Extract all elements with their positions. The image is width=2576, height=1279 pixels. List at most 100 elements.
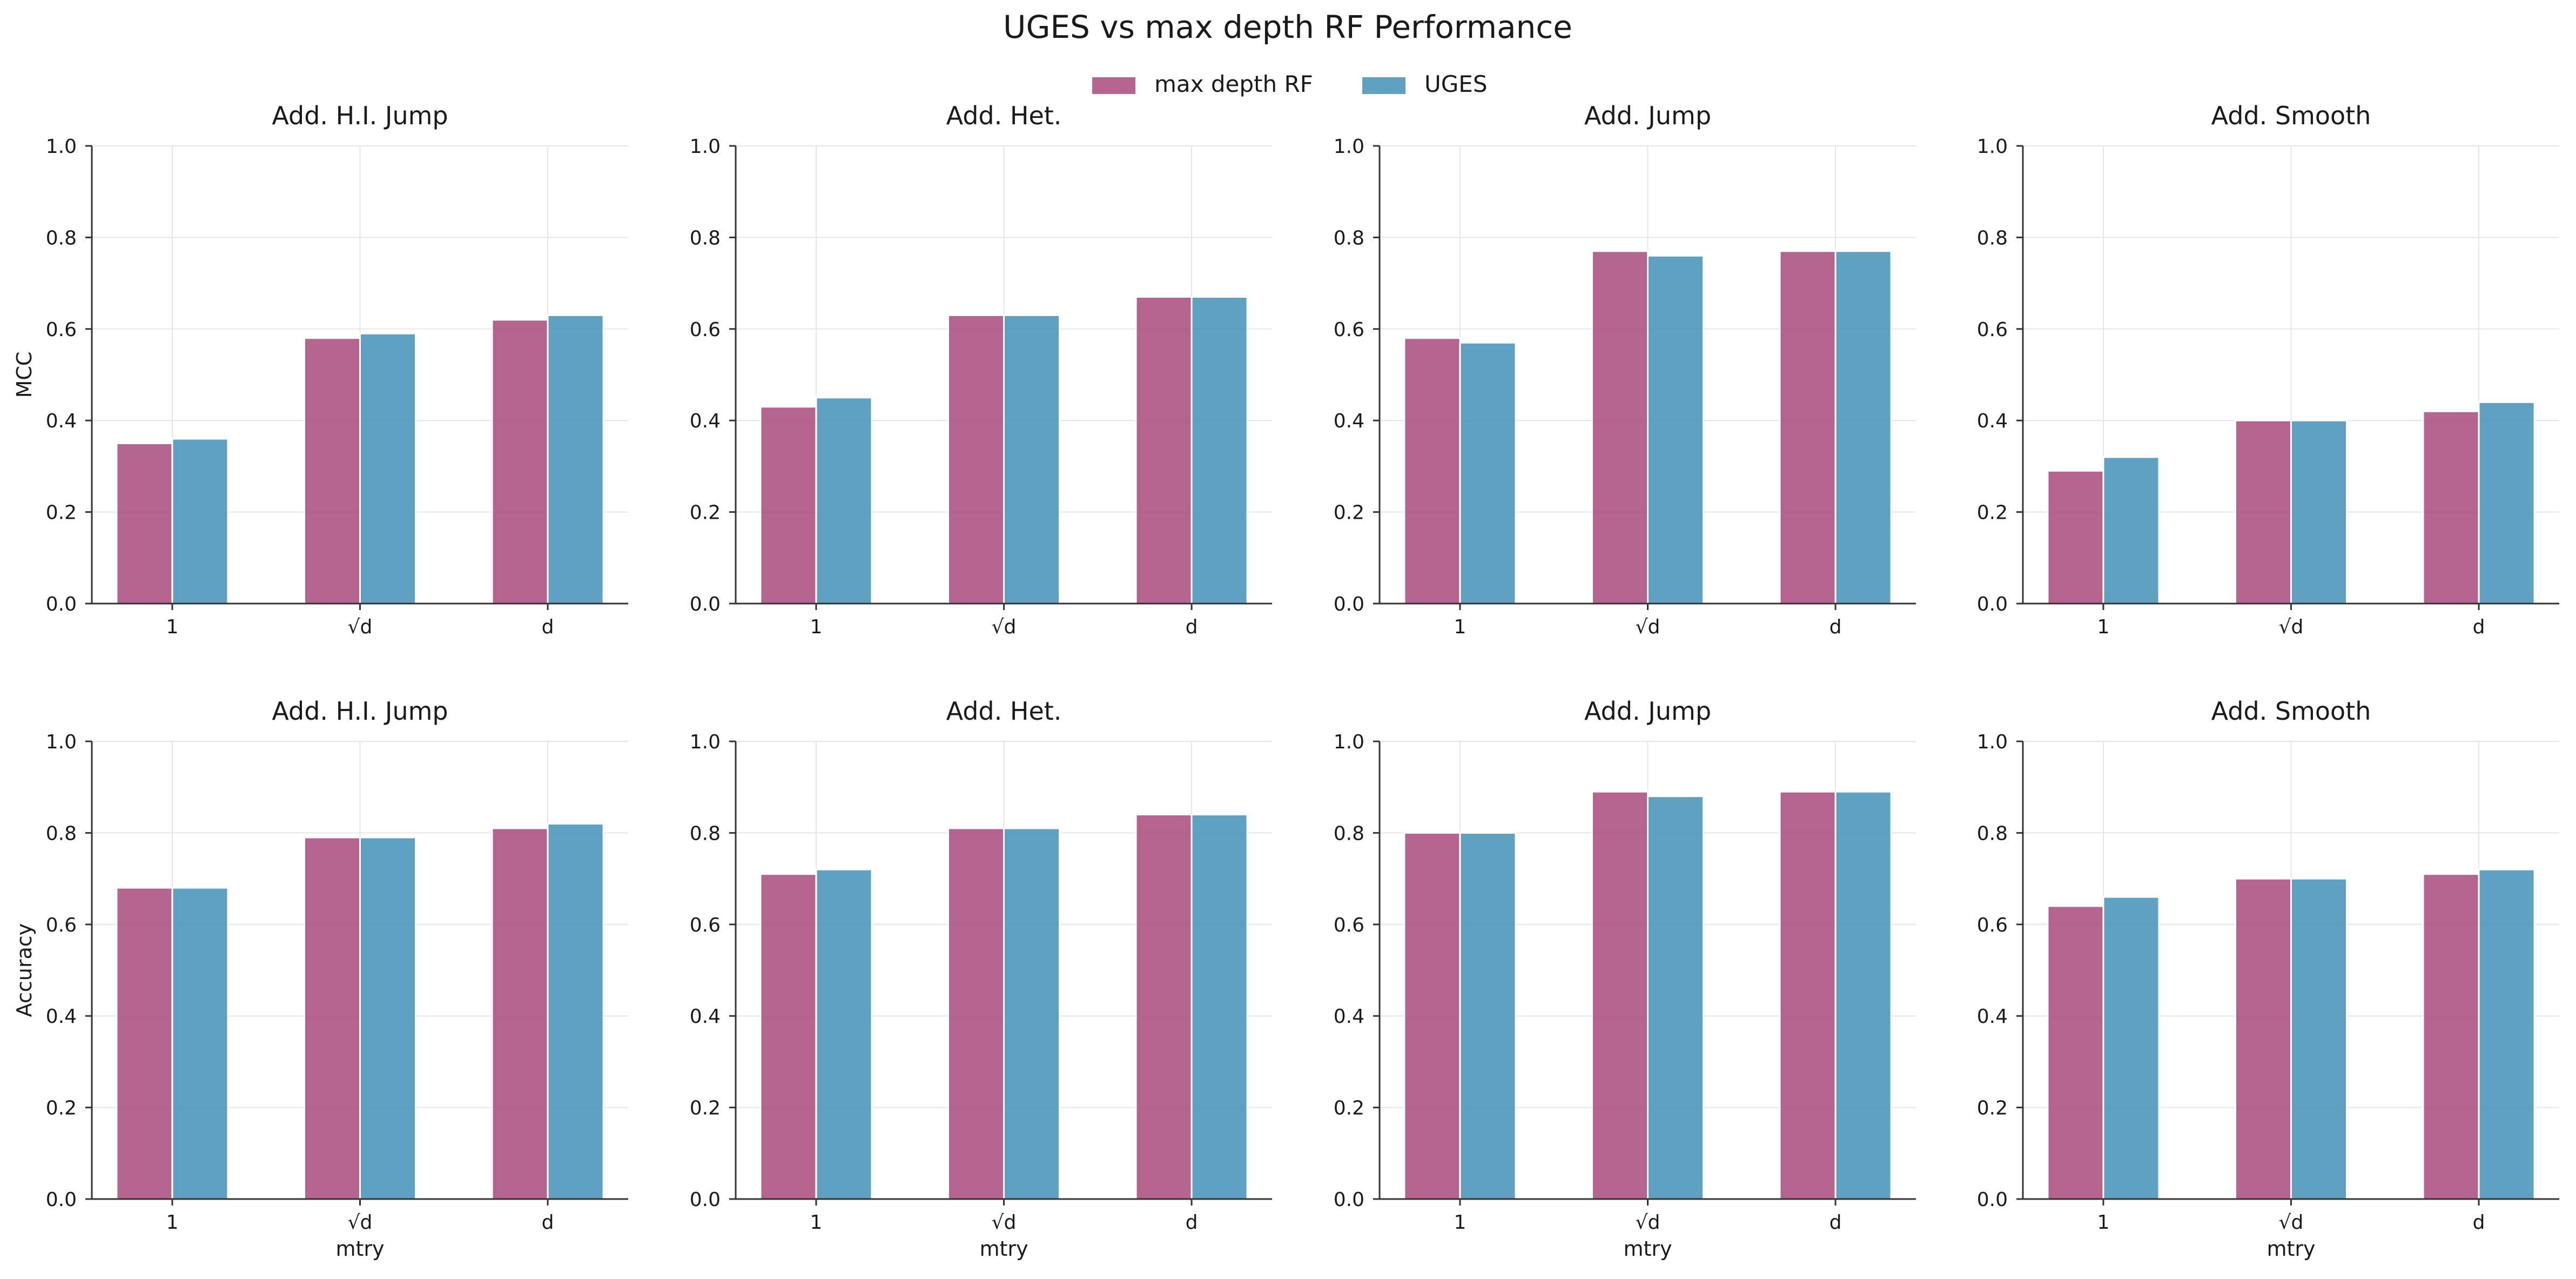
x-tick-label: √d	[2279, 616, 2304, 638]
y-tick-label: 0.4	[1977, 410, 2008, 432]
legend-item-1: UGES	[1362, 71, 1487, 97]
y-tick-label: 1.0	[1334, 731, 1364, 753]
x-tick-label: d	[1186, 1211, 1198, 1234]
bar-uges-0	[2102, 456, 2160, 605]
bar-max-depth-rf-1	[1591, 250, 1649, 605]
panel-title: Add. Jump	[1584, 101, 1711, 130]
y-tick-label: 0.8	[46, 227, 77, 249]
bar-max-depth-rf-2	[1779, 791, 1837, 1200]
bar-uges-0	[815, 397, 873, 605]
bar-uges-1	[1647, 255, 1704, 605]
y-tick-label: 1.0	[690, 731, 721, 753]
y-tick-label: 1.0	[1977, 731, 2008, 753]
legend-label-1: UGES	[1424, 71, 1487, 97]
x-axis-label: mtry	[2266, 1237, 2315, 1261]
x-tick-label: 1	[810, 616, 822, 638]
x-tick-label: √d	[348, 1211, 373, 1234]
y-axis-label: MCC	[12, 352, 36, 398]
panel-title: Add. Het.	[946, 697, 1062, 726]
y-tick-label: 0.0	[46, 593, 77, 615]
y-tick-label: 0.4	[46, 410, 77, 432]
bar-max-depth-rf-0	[2047, 470, 2104, 605]
panel-0: Add. H.I. Jump 0.0 0.2 0.4 0.6 0.8 1.0 1 √d d MCC	[12, 101, 628, 638]
x-tick-label: √d	[2279, 1211, 2304, 1234]
bar-max-depth-rf-1	[947, 827, 1005, 1200]
x-axis-label: mtry	[979, 1237, 1028, 1261]
x-tick-label: √d	[348, 616, 373, 638]
y-tick-label: 1.0	[1977, 136, 2008, 158]
y-tick-label: 1.0	[690, 136, 721, 158]
bar-max-depth-rf-2	[2422, 410, 2480, 605]
bar-uges-1	[1003, 314, 1060, 605]
x-tick-label: d	[542, 1211, 554, 1234]
x-tick-label: 1	[2097, 616, 2109, 638]
bar-max-depth-rf-1	[2235, 419, 2292, 605]
bar-max-depth-rf-0	[1403, 832, 1461, 1200]
y-tick-label: 1.0	[46, 731, 77, 753]
figure-title: UGES vs max depth RF Performance	[1003, 9, 1572, 45]
bar-uges-2	[1834, 250, 1892, 605]
y-axis-label: Accuracy	[12, 923, 36, 1017]
x-tick-label: √d	[1636, 616, 1660, 638]
legend-label-0: max depth RF	[1154, 71, 1313, 97]
x-tick-label: d	[1186, 616, 1198, 638]
x-tick-label: d	[542, 616, 554, 638]
y-tick-label: 0.6	[46, 914, 77, 936]
y-tick-label: 0.0	[1334, 1189, 1364, 1211]
bar-max-depth-rf-0	[116, 887, 173, 1200]
x-tick-label: 1	[1454, 1211, 1466, 1234]
bar-max-depth-rf-2	[491, 319, 549, 605]
bar-max-depth-rf-2	[2422, 873, 2480, 1200]
x-tick-label: d	[2473, 616, 2485, 638]
y-tick-label: 0.6	[1334, 914, 1364, 936]
y-tick-label: 0.2	[1977, 1097, 2008, 1120]
y-tick-label: 0.2	[690, 502, 721, 524]
bar-uges-1	[359, 332, 416, 605]
panel-4: Add. H.I. Jump 0.0 0.2 0.4 0.6 0.8 1.0 1 √d d Accu…	[12, 697, 628, 1261]
x-tick-label: 1	[2097, 1211, 2109, 1234]
y-tick-label: 1.0	[1334, 136, 1364, 158]
x-axis-label: mtry	[335, 1237, 384, 1261]
y-tick-label: 0.6	[1977, 914, 2008, 936]
panel-7: Add. Smooth 0.0 0.2 0.4 0.6 0.8 1.0 1 √d d mtry	[1977, 697, 2559, 1261]
bar-max-depth-rf-1	[304, 836, 361, 1200]
y-tick-label: 0.4	[1977, 1006, 2008, 1028]
bar-max-depth-rf-0	[1403, 337, 1461, 605]
y-tick-label: 0.2	[1334, 502, 1364, 524]
x-tick-label: d	[1830, 1211, 1842, 1234]
y-tick-label: 0.6	[46, 319, 77, 341]
y-tick-label: 0.2	[690, 1097, 721, 1120]
bar-uges-0	[171, 438, 229, 605]
y-tick-label: 0.4	[1334, 410, 1364, 432]
y-tick-label: 0.2	[46, 502, 77, 524]
y-tick-label: 0.0	[690, 1189, 721, 1211]
bar-uges-1	[1003, 827, 1060, 1200]
bar-uges-2	[547, 314, 604, 605]
legend: max depth RF UGES	[1092, 71, 1487, 97]
x-axis-label: mtry	[1623, 1237, 1672, 1261]
y-tick-label: 0.2	[46, 1097, 77, 1120]
bar-uges-2	[2478, 401, 2535, 605]
y-tick-label: 0.4	[690, 410, 721, 432]
bar-max-depth-rf-2	[1135, 296, 1193, 605]
bar-uges-1	[1647, 795, 1704, 1200]
panel-2: Add. Jump 0.0 0.2 0.4 0.6 0.8 1.0 1 √d d	[1334, 101, 1916, 638]
bar-uges-0	[2102, 896, 2160, 1200]
y-tick-label: 0.4	[1334, 1006, 1364, 1028]
bar-uges-1	[359, 836, 416, 1200]
x-tick-label: √d	[1636, 1211, 1660, 1234]
x-tick-label: √d	[992, 1211, 1017, 1234]
bar-uges-2	[547, 822, 604, 1200]
x-tick-label: 1	[166, 1211, 178, 1234]
legend-swatch-0	[1092, 77, 1135, 94]
y-tick-label: 0.8	[690, 227, 721, 249]
y-tick-label: 0.8	[46, 822, 77, 845]
y-tick-label: 0.8	[1334, 822, 1364, 845]
bar-max-depth-rf-0	[2047, 905, 2104, 1200]
x-tick-label: 1	[166, 616, 178, 638]
y-tick-label: 0.0	[1334, 593, 1364, 615]
panel-title: Add. Smooth	[2211, 101, 2371, 130]
x-tick-label: 1	[1454, 616, 1466, 638]
